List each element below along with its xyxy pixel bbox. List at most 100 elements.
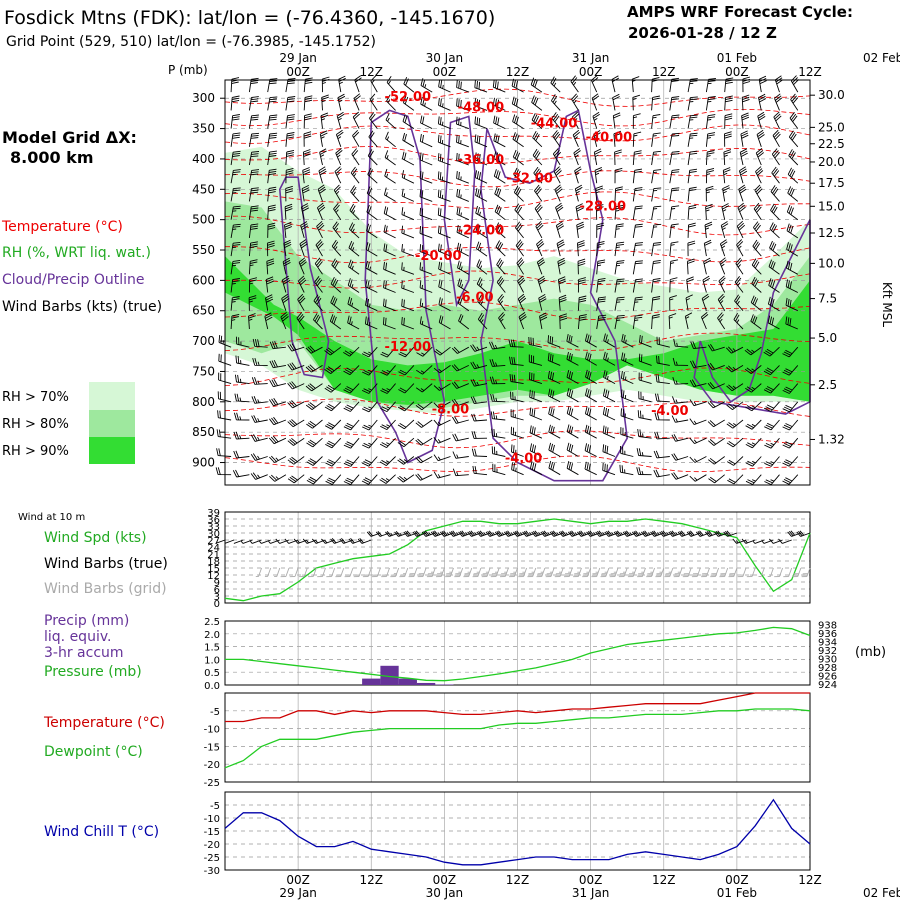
wind-barb — [235, 355, 250, 366]
surface-wind-barb — [567, 530, 582, 537]
pressure-tick-label: 650 — [192, 304, 215, 318]
wind-barb — [397, 401, 415, 412]
surface-wind-barb — [233, 539, 244, 544]
wind-barb — [651, 132, 661, 147]
wind-barb — [788, 149, 799, 166]
wind-barb — [632, 314, 643, 330]
wind-barb — [397, 474, 415, 483]
top-hour-tick-label: 00Z — [433, 65, 457, 79]
wind-barb — [285, 185, 294, 202]
wind-barb — [303, 95, 313, 111]
wind-barb — [230, 205, 241, 220]
pressure-right-tick-label: 928 — [818, 663, 837, 674]
chill-panel-tick-label: -30 — [204, 866, 220, 877]
wind-barb — [689, 456, 707, 463]
wind-barb — [385, 113, 396, 129]
chill-panel-tick-label: -15 — [204, 827, 220, 838]
wind-barb — [669, 169, 680, 184]
wind-panel-tick-label: 6 — [214, 585, 220, 596]
wind-barb — [566, 369, 579, 384]
isotherm-label-group: -12.00 — [385, 340, 432, 355]
wind-barb — [737, 202, 746, 220]
wind-barb — [287, 381, 305, 390]
pressure-tick-label: 700 — [192, 334, 215, 348]
wind-barb — [495, 240, 506, 257]
precip-bar — [380, 665, 399, 685]
wind-barb — [433, 365, 451, 374]
wind-barb — [708, 437, 725, 446]
wind-barb — [267, 132, 278, 147]
wind-barb — [490, 393, 506, 403]
wind-barb — [736, 220, 746, 239]
wind-barb — [548, 442, 561, 457]
isotherm-label: -24.00 — [458, 224, 505, 239]
wind-barb — [281, 293, 290, 311]
isotherm-label-group: -24.00 — [458, 224, 505, 239]
wind-barb — [285, 78, 296, 93]
wind-barb — [285, 114, 295, 129]
wind-barb — [538, 294, 547, 311]
wind-barb — [725, 346, 744, 354]
wind-barb — [782, 365, 799, 376]
wind-barb — [704, 221, 713, 238]
wind-barb — [416, 346, 433, 357]
wind-barb — [705, 132, 716, 147]
wind-barb — [452, 416, 469, 424]
wind-barb — [474, 134, 488, 148]
grid-wind-barb — [435, 567, 445, 578]
wind-barb — [361, 456, 378, 467]
wind-barb — [594, 166, 603, 184]
surface-wind-barb — [577, 530, 591, 537]
wind-barb — [347, 315, 360, 330]
wind-barb — [494, 186, 506, 202]
surface-wind-barb — [641, 530, 655, 537]
wind-barb — [654, 393, 670, 403]
wind-barb — [555, 202, 564, 220]
grid-wind-barb — [673, 567, 683, 578]
surface-wind-barb — [476, 530, 491, 537]
temp-panel-tick-label: -5 — [210, 707, 220, 718]
wind-barb — [785, 297, 798, 312]
wind-barb — [366, 223, 378, 239]
grid-wind-barb — [792, 567, 802, 578]
wind-barb — [687, 186, 697, 202]
wind-barb — [734, 294, 744, 311]
wind-barb — [750, 295, 762, 312]
wind-barb — [401, 225, 415, 239]
wind-barb — [287, 400, 305, 409]
wind-panel-tick-label: 30 — [207, 529, 220, 540]
wind-barb — [651, 95, 660, 111]
wind-barb — [559, 313, 568, 330]
cycle-title: AMPS WRF Forecast Cycle: — [627, 3, 853, 21]
wind-barb — [516, 257, 525, 275]
wind-barb — [669, 205, 680, 220]
wind-barb — [708, 456, 725, 465]
wind-barb — [707, 419, 725, 428]
wind-barb — [745, 437, 762, 449]
wind-barb — [763, 383, 780, 394]
wind-barb — [614, 278, 625, 293]
wind-barb — [566, 388, 579, 403]
wind-barb — [317, 184, 326, 202]
wind-barb — [595, 185, 603, 202]
wind-barb — [763, 365, 780, 376]
wind-barb — [547, 352, 561, 366]
wind-barb — [369, 93, 378, 111]
pressure-tick-label: 900 — [192, 456, 215, 470]
isotherm-label: -8.00 — [432, 403, 469, 418]
pressure-right-tick-label: 926 — [818, 671, 837, 682]
grid-wind-barb — [326, 567, 336, 578]
wind-barb — [401, 170, 415, 184]
surface-wind-barb — [348, 538, 363, 544]
wind-barb — [548, 460, 561, 476]
surface-wind-barb — [494, 530, 509, 537]
wind-barb — [300, 221, 309, 239]
bottom-date-tick-label: 02 Feb — [863, 886, 900, 900]
surface-wind-barb — [540, 530, 555, 537]
wind-barb — [750, 314, 762, 330]
surface-wind-barb — [650, 530, 664, 537]
top-hour-tick-label: 12Z — [798, 65, 822, 79]
wind-barb — [684, 312, 693, 330]
wind-barb — [338, 75, 346, 93]
surface-wind-barb — [268, 539, 280, 544]
